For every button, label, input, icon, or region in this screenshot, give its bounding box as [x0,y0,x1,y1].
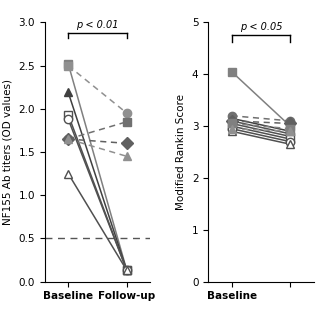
Text: B: B [5,0,17,4]
Text: p < 0.05: p < 0.05 [240,22,282,32]
Text: C: C [168,0,180,4]
Y-axis label: NF155 Ab titers (OD values): NF155 Ab titers (OD values) [3,79,13,225]
Text: p < 0.01: p < 0.01 [76,20,119,30]
Y-axis label: Modified Rankin Score: Modified Rankin Score [176,94,186,210]
